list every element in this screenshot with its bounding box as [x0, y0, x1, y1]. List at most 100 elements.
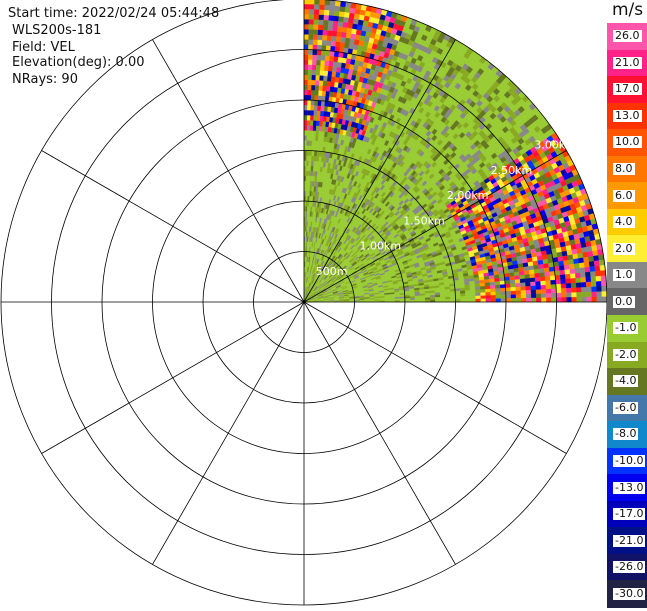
velocity-cell	[313, 120, 316, 125]
velocity-cell	[311, 100, 315, 105]
velocity-cell	[307, 115, 310, 120]
velocity-cell	[592, 250, 598, 256]
velocity-cell	[579, 263, 585, 269]
velocity-cell	[315, 85, 319, 90]
velocity-cell	[304, 130, 307, 135]
velocity-cell	[320, 0, 326, 5]
velocity-cell	[337, 31, 342, 37]
velocity-cell	[563, 260, 569, 265]
velocity-cell	[308, 50, 312, 55]
velocity-cell	[330, 5, 336, 11]
velocity-cell	[314, 14, 319, 19]
velocity-cell	[319, 15, 324, 20]
velocity-cell	[319, 4, 324, 9]
velocity-cell	[309, 14, 314, 19]
velocity-cell	[308, 44, 313, 49]
velocity-cell	[319, 20, 324, 25]
velocity-cell	[310, 135, 313, 140]
velocity-cell	[573, 259, 579, 264]
velocity-cell	[316, 121, 320, 126]
velocity-cell	[311, 90, 315, 95]
velocity-cell	[578, 253, 584, 259]
velocity-cell	[304, 115, 307, 120]
velocity-cell	[574, 263, 580, 268]
velocity-cell	[316, 70, 320, 75]
velocity-cell	[310, 125, 313, 130]
velocity-cell	[314, 100, 318, 105]
velocity-cell	[316, 65, 320, 70]
velocity-cell	[304, 0, 309, 4]
velocity-cell	[319, 80, 323, 85]
velocity-cell	[314, 105, 318, 110]
velocity-cell	[308, 65, 312, 70]
velocity-cell	[304, 75, 308, 80]
velocity-cell	[519, 271, 525, 275]
velocity-cell	[304, 65, 308, 70]
velocity-cell	[307, 151, 310, 156]
velocity-cell	[312, 60, 316, 65]
velocity-cell	[312, 136, 315, 141]
velocity-cell	[315, 90, 319, 95]
velocity-cell	[304, 100, 308, 105]
velocity-cell	[568, 259, 574, 264]
velocity-cell	[319, 75, 323, 80]
velocity-cell	[543, 263, 549, 268]
velocity-cell	[350, 8, 356, 14]
velocity-cell	[308, 85, 312, 90]
velocity-cell	[331, 41, 336, 47]
velocity-cell	[308, 39, 313, 44]
velocity-cell	[341, 32, 346, 38]
velocity-cell	[328, 66, 333, 71]
velocity-cell	[312, 141, 315, 146]
velocity-cell	[329, 10, 335, 16]
velocity-cell	[324, 15, 329, 20]
velocity-cell	[318, 25, 323, 30]
velocity-cell	[573, 254, 579, 260]
velocity-cell	[559, 265, 565, 270]
velocity-cell	[306, 156, 309, 161]
velocity-cell	[310, 120, 313, 125]
velocity-cell	[309, 140, 312, 145]
velocity-cell	[323, 25, 328, 30]
velocity-cell	[328, 25, 333, 30]
velocity-cell	[320, 65, 324, 70]
velocity-cell	[584, 262, 590, 268]
velocity-cell	[314, 115, 318, 120]
velocity-cell	[588, 256, 594, 262]
velocity-cell	[308, 90, 312, 95]
velocity-cell	[314, 24, 319, 29]
velocity-cell	[330, 46, 335, 52]
velocity-cell	[311, 105, 315, 110]
velocity-cell	[306, 181, 308, 186]
velocity-cell	[306, 166, 308, 171]
velocity-cell	[306, 161, 309, 166]
velocity-cell	[307, 140, 310, 145]
velocity-cell	[308, 70, 312, 75]
velocity-cell	[304, 9, 309, 14]
velocity-cell	[322, 40, 327, 45]
velocity-cell	[304, 55, 308, 60]
velocity-cell	[304, 19, 309, 24]
velocity-cell	[328, 20, 333, 25]
velocity-cell	[307, 130, 310, 135]
velocity-cell	[304, 90, 308, 95]
velocity-cell	[333, 26, 338, 32]
velocity-cell	[330, 51, 335, 57]
velocity-cell	[308, 55, 312, 60]
velocity-cell	[306, 186, 308, 191]
velocity-cell	[326, 45, 331, 50]
velocity-cell	[325, 55, 330, 60]
velocity-cell	[314, 110, 318, 115]
velocity-cell	[335, 41, 340, 47]
velocity-cell	[304, 85, 308, 90]
velocity-cell	[312, 65, 316, 70]
velocity-cell	[587, 251, 593, 257]
velocity-cell	[313, 29, 318, 34]
velocity-cell	[323, 76, 327, 81]
velocity-cell	[307, 145, 310, 150]
velocity-cell	[311, 110, 315, 115]
velocity-cell	[306, 176, 308, 181]
velocity-cell	[306, 191, 308, 196]
velocity-cell	[322, 35, 327, 40]
velocity-cell	[326, 50, 331, 55]
